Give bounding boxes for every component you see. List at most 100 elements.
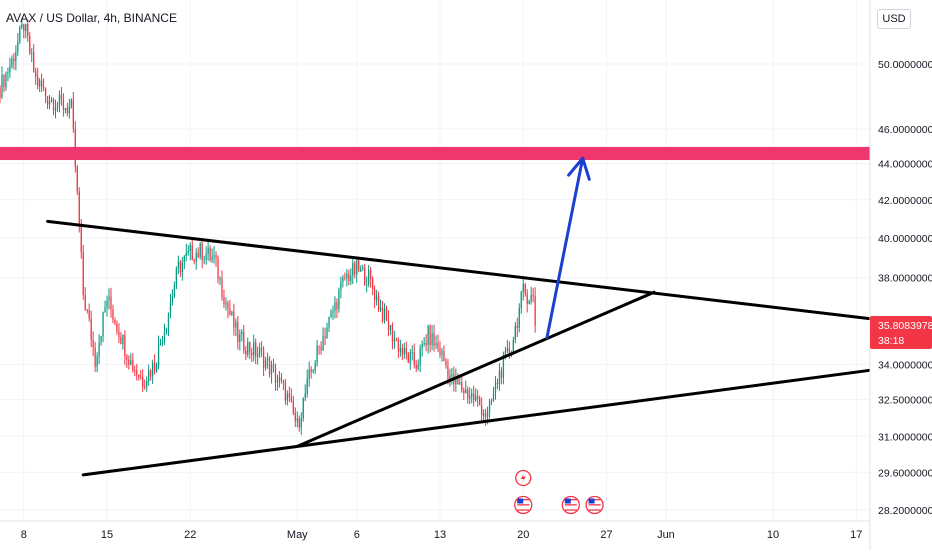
candle <box>165 327 168 335</box>
candle-body <box>37 76 39 87</box>
price-axis-label: 32.5000000 <box>878 394 932 406</box>
candle <box>94 341 96 372</box>
candle <box>350 268 352 286</box>
candle <box>177 255 180 275</box>
candle <box>427 324 429 354</box>
candle-body <box>251 352 253 356</box>
candle-body <box>90 318 92 341</box>
candle <box>316 340 318 367</box>
candle-body <box>286 393 289 401</box>
candle <box>429 324 431 353</box>
candle <box>362 264 364 272</box>
candle-body <box>229 309 231 315</box>
candle-body <box>522 284 524 292</box>
us-flag-stripe <box>588 509 601 511</box>
candle-body <box>514 325 516 341</box>
candle <box>294 407 296 428</box>
candle <box>112 304 114 324</box>
candle <box>516 317 518 337</box>
lightning-event-icon[interactable] <box>515 469 532 487</box>
candle-body <box>264 359 267 368</box>
candle-body <box>482 413 485 416</box>
candle-body <box>108 296 110 301</box>
candle <box>397 337 400 359</box>
candle <box>171 289 174 306</box>
us-flag-stripe <box>517 504 530 506</box>
us-flag-canton <box>564 498 571 504</box>
candle <box>469 387 471 405</box>
candle <box>383 303 386 324</box>
trendline-lower[interactable] <box>81 367 882 477</box>
candle <box>373 285 376 309</box>
candle <box>201 238 203 269</box>
us-flag-stripe <box>588 506 601 509</box>
candle <box>534 287 536 333</box>
candle <box>138 374 140 381</box>
candle <box>520 290 522 314</box>
candle <box>405 341 407 360</box>
candle-body <box>56 104 59 109</box>
candle <box>298 415 300 432</box>
trendline-rising-support[interactable] <box>295 290 656 448</box>
candle <box>98 334 100 364</box>
candle <box>467 386 469 404</box>
candle <box>21 18 23 30</box>
us-flag-event-icon[interactable] <box>561 495 580 515</box>
symbol-title[interactable]: AVAX / US Dollar, 4h, BINANCE <box>6 11 177 25</box>
candle <box>296 411 298 428</box>
candle <box>50 96 53 103</box>
candle-body <box>461 382 463 391</box>
candle <box>189 242 191 261</box>
candle <box>403 342 405 359</box>
us-flag-event-icon[interactable] <box>514 495 533 515</box>
candle-body <box>128 359 130 366</box>
candle-body <box>266 358 269 360</box>
candle-body <box>163 331 166 343</box>
candle <box>227 300 229 319</box>
candle <box>211 248 213 264</box>
candle <box>518 303 520 333</box>
candle-body <box>54 108 57 111</box>
candle-body <box>393 339 396 342</box>
candle-body <box>373 288 376 301</box>
candle-body <box>88 310 90 319</box>
candle-body <box>494 382 497 394</box>
candle-body <box>126 355 128 360</box>
us-flag-stripe <box>564 509 577 511</box>
candle-body <box>366 284 368 286</box>
candle-body <box>17 41 19 52</box>
candle <box>100 335 102 346</box>
resistance-band[interactable] <box>0 146 870 161</box>
candle <box>324 327 326 346</box>
candle-body <box>449 375 451 379</box>
currency-button[interactable]: USD <box>877 9 911 29</box>
candle-body <box>395 339 398 341</box>
candle <box>322 327 324 352</box>
candle <box>494 376 497 400</box>
candle-body <box>42 87 45 89</box>
candle <box>348 269 350 286</box>
candle <box>23 23 25 39</box>
candle <box>302 397 304 422</box>
candle-body <box>199 243 201 257</box>
candle-body <box>350 275 352 282</box>
time-axis-label: 17 <box>850 529 862 541</box>
us-flag-event-icon[interactable] <box>585 495 604 515</box>
candle <box>437 334 439 353</box>
projection-arrow-head <box>567 156 591 181</box>
candle-body <box>257 354 259 357</box>
candle <box>490 398 493 406</box>
candle-body <box>205 254 207 260</box>
candle-body <box>492 393 495 402</box>
candle <box>243 324 245 354</box>
trendline-upper[interactable] <box>46 219 882 322</box>
projection-arrow[interactable] <box>545 156 591 339</box>
candle <box>199 241 201 260</box>
candle-body <box>342 277 344 282</box>
candle-body <box>358 260 360 272</box>
candle <box>260 341 263 358</box>
candle <box>431 325 433 351</box>
candle <box>237 316 239 350</box>
